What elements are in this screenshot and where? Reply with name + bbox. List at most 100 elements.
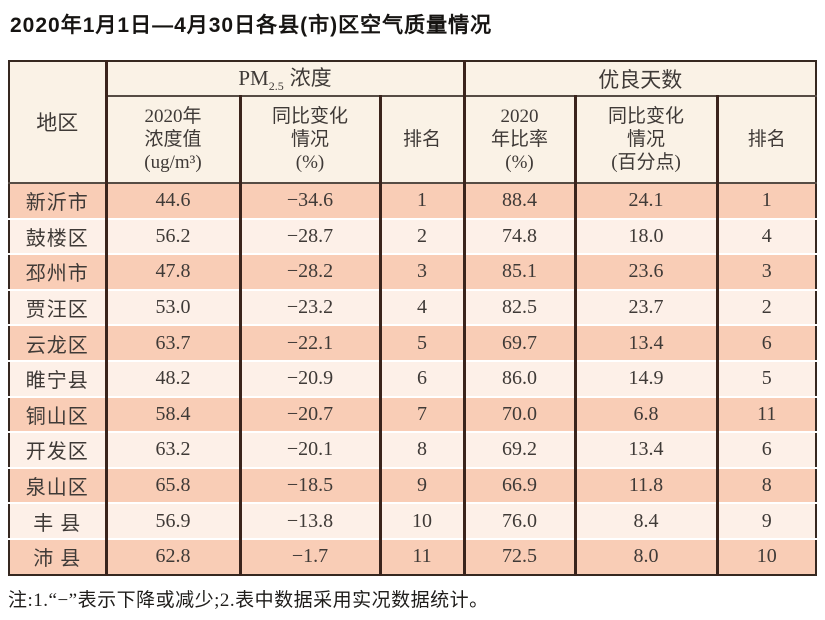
- pm-value-cell: 58.4: [104, 395, 240, 433]
- region-cell: 新沂市: [9, 183, 106, 219]
- pm-value-cell: 63.2: [104, 431, 240, 468]
- days-change-cell: 18.0: [573, 217, 718, 255]
- table-row: 铜山区 58.4 −20.7 7 70.0 6.8 11: [9, 395, 817, 433]
- pm-change-cell: −34.6: [238, 183, 380, 219]
- table-row: 鼓楼区 56.2 −28.7 2 74.8 18.0 4: [9, 217, 817, 255]
- page-title: 2020年1月1日—4月30日各县(市)区空气质量情况: [10, 14, 493, 37]
- pm-rank-cell: 2: [378, 217, 465, 255]
- table-body: 新沂市 44.6 −34.6 1 88.4 24.1 1 鼓楼区 56.2 −2…: [9, 183, 817, 575]
- days-change-cell: 11.8: [573, 466, 718, 504]
- days-rate-cell: 69.7: [462, 324, 576, 361]
- days-change-cell: 8.0: [573, 537, 718, 575]
- days-rate-cell: 72.5: [462, 537, 576, 575]
- table-row: 开发区 63.2 −20.1 8 69.2 13.4 6: [9, 431, 817, 468]
- pm-value-cell: 65.8: [104, 466, 240, 504]
- pm-value-cell: 63.7: [104, 324, 240, 361]
- header-group-good-days: 优良天数: [462, 61, 817, 97]
- region-cell: 贾汪区: [9, 288, 106, 326]
- footnote: 注:1.“−”表示下降或减少;2.表中数据采用实况数据统计。: [8, 590, 489, 611]
- days-rank-cell: 2: [715, 288, 817, 326]
- pm-change-cell: −28.7: [238, 217, 380, 255]
- pm-rank-cell: 1: [378, 183, 465, 219]
- days-change-cell: 14.9: [573, 359, 718, 397]
- region-cell: 云龙区: [9, 324, 106, 361]
- pm-change-cell: −28.2: [238, 253, 380, 290]
- days-rate-cell: 69.2: [462, 431, 576, 468]
- pm-rank-cell: 6: [378, 359, 465, 397]
- days-rate-cell: 66.9: [462, 466, 576, 504]
- pm-value-cell: 48.2: [104, 359, 240, 397]
- pm-label: PM: [238, 66, 269, 91]
- days-rank-cell: 10: [715, 537, 817, 575]
- header-region: 地区: [9, 61, 106, 184]
- pm-change-cell: −22.1: [238, 324, 380, 361]
- days-rate-cell: 74.8: [462, 217, 576, 255]
- region-cell: 沛 县: [9, 537, 106, 575]
- table-header: 地区 PM2.5 浓度 优良天数 2020年 浓度值 (ug/m³) 同比变化 情…: [9, 61, 817, 184]
- pm-value-cell: 56.2: [104, 217, 240, 255]
- pm-value-cell: 62.8: [104, 537, 240, 575]
- header-days-change: 同比变化 情况 (百分点): [573, 96, 718, 184]
- header-pm-value: 2020年 浓度值 (ug/m³): [104, 96, 240, 184]
- air-quality-table: 地区 PM2.5 浓度 优良天数 2020年 浓度值 (ug/m³) 同比变化 情…: [8, 60, 818, 576]
- days-rate-cell: 86.0: [462, 359, 576, 397]
- pm-suffix: 浓度: [289, 66, 332, 91]
- days-rank-cell: 5: [715, 359, 817, 397]
- header-sub-row: 2020年 浓度值 (ug/m³) 同比变化 情况 (%) 排名 2020 年比…: [9, 96, 817, 184]
- region-cell: 铜山区: [9, 395, 106, 433]
- header-days-rank: 排名: [715, 96, 817, 184]
- pm-change-cell: −20.9: [238, 359, 380, 397]
- table-row: 沛 县 62.8 −1.7 11 72.5 8.0 10: [9, 537, 817, 575]
- pm-subscript: 2.5: [268, 79, 284, 94]
- region-cell: 鼓楼区: [9, 217, 106, 255]
- table-row: 贾汪区 53.0 −23.2 4 82.5 23.7 2: [9, 288, 817, 326]
- days-rank-cell: 9: [715, 502, 817, 539]
- table-row: 新沂市 44.6 −34.6 1 88.4 24.1 1: [9, 183, 817, 219]
- days-change-cell: 8.4: [573, 502, 718, 539]
- pm-rank-cell: 11: [378, 537, 465, 575]
- pm-change-cell: −20.7: [238, 395, 380, 433]
- table-row: 泉山区 65.8 −18.5 9 66.9 11.8 8: [9, 466, 817, 504]
- pm-change-cell: −20.1: [238, 431, 380, 468]
- pm-rank-cell: 8: [378, 431, 465, 468]
- pm-rank-cell: 9: [378, 466, 465, 504]
- days-change-cell: 23.6: [573, 253, 718, 290]
- header-group-pm25: PM2.5 浓度: [104, 61, 465, 97]
- pm-value-cell: 44.6: [104, 183, 240, 219]
- pm-rank-cell: 3: [378, 253, 465, 290]
- pm-value-cell: 56.9: [104, 502, 240, 539]
- region-cell: 邳州市: [9, 253, 106, 290]
- days-rank-cell: 8: [715, 466, 817, 504]
- pm-change-cell: −1.7: [238, 537, 380, 575]
- pm-value-cell: 47.8: [104, 253, 240, 290]
- days-rank-cell: 6: [715, 324, 817, 361]
- days-rate-cell: 70.0: [462, 395, 576, 433]
- days-rate-cell: 85.1: [462, 253, 576, 290]
- pm-change-cell: −18.5: [238, 466, 380, 504]
- pm-rank-cell: 7: [378, 395, 465, 433]
- table-row: 睢宁县 48.2 −20.9 6 86.0 14.9 5: [9, 359, 817, 397]
- pm-value-cell: 53.0: [104, 288, 240, 326]
- pm-change-cell: −23.2: [238, 288, 380, 326]
- days-rank-cell: 11: [715, 395, 817, 433]
- pm-rank-cell: 4: [378, 288, 465, 326]
- region-cell: 丰 县: [9, 502, 106, 539]
- days-rank-cell: 6: [715, 431, 817, 468]
- header-pm-rank: 排名: [378, 96, 465, 184]
- days-rate-cell: 76.0: [462, 502, 576, 539]
- pm-rank-cell: 5: [378, 324, 465, 361]
- pm-rank-cell: 10: [378, 502, 465, 539]
- days-change-cell: 6.8: [573, 395, 718, 433]
- days-change-cell: 13.4: [573, 324, 718, 361]
- days-change-cell: 23.7: [573, 288, 718, 326]
- table-row: 丰 县 56.9 −13.8 10 76.0 8.4 9: [9, 502, 817, 539]
- region-cell: 睢宁县: [9, 359, 106, 397]
- days-rate-cell: 88.4: [462, 183, 576, 219]
- region-cell: 泉山区: [9, 466, 106, 504]
- days-change-cell: 24.1: [573, 183, 718, 219]
- days-change-cell: 13.4: [573, 431, 718, 468]
- days-rank-cell: 1: [715, 183, 817, 219]
- days-rate-cell: 82.5: [462, 288, 576, 326]
- region-cell: 开发区: [9, 431, 106, 468]
